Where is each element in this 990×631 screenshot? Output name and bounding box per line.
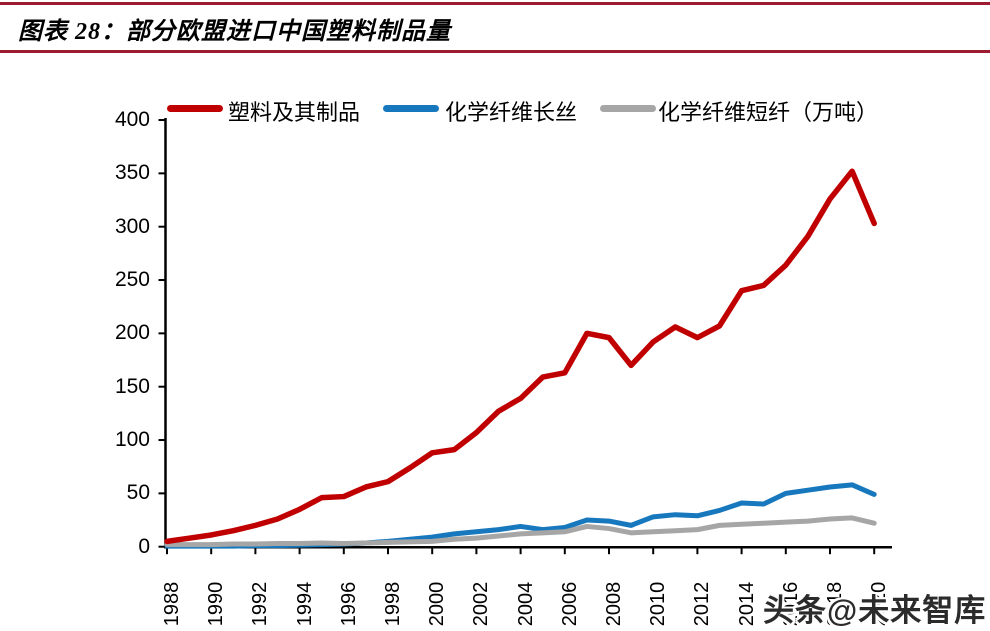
legend-swatch-blue (383, 105, 439, 112)
y-axis-tick-label: 100 (114, 428, 150, 452)
x-axis-tick-label: 1994 (293, 581, 316, 627)
y-axis-tick-label: 300 (114, 214, 150, 238)
y-axis-tick-label: 250 (114, 268, 150, 292)
x-axis-tick-label: 1988 (161, 581, 183, 627)
y-axis-tick-label: 400 (114, 108, 150, 132)
chart-title: 图表 28：部分欧盟进口中国塑料制品量 (18, 19, 451, 45)
y-axis-tick-label: 50 (126, 481, 150, 505)
y-axis-tick-label: 350 (114, 161, 150, 185)
y-axis-tick-label: 200 (114, 321, 150, 345)
x-axis-tick-label: 2008 (603, 581, 625, 627)
legend-swatch-red (167, 105, 223, 112)
x-axis-tick-label: 1990 (205, 581, 228, 627)
x-axis-tick-label: 1998 (382, 581, 404, 627)
x-axis-tick-label: 2014 (735, 581, 758, 627)
x-axis-tick-label: 2006 (558, 581, 581, 627)
y-axis-tick-label: 0 (138, 534, 150, 558)
series-line-gray (164, 515, 877, 548)
x-axis-tick-label: 1996 (337, 581, 360, 627)
x-axis-tick-label: 2000 (426, 581, 449, 627)
x-axis-tick-label: 2010 (647, 581, 670, 627)
x-axis-tick-label: 2012 (691, 581, 714, 627)
x-axis-tick-label: 2004 (514, 581, 537, 627)
x-axis-tick-label: 1992 (249, 581, 272, 627)
header-rule-top (0, 2, 990, 5)
watermark: 头条@未来智库 (763, 593, 987, 628)
header-rule-bottom (0, 50, 990, 53)
y-axis-tick-label: 150 (114, 374, 150, 398)
legend-swatch-gray (600, 105, 656, 112)
legend-label: 化学纤维长丝 (445, 100, 578, 125)
legend-label: 化学纤维短纤（万吨） (658, 100, 879, 125)
series-line-red (164, 168, 877, 545)
x-axis-tick-label: 2002 (470, 581, 493, 627)
legend-label: 塑料及其制品 (228, 100, 361, 125)
series-line-blue (164, 482, 877, 549)
